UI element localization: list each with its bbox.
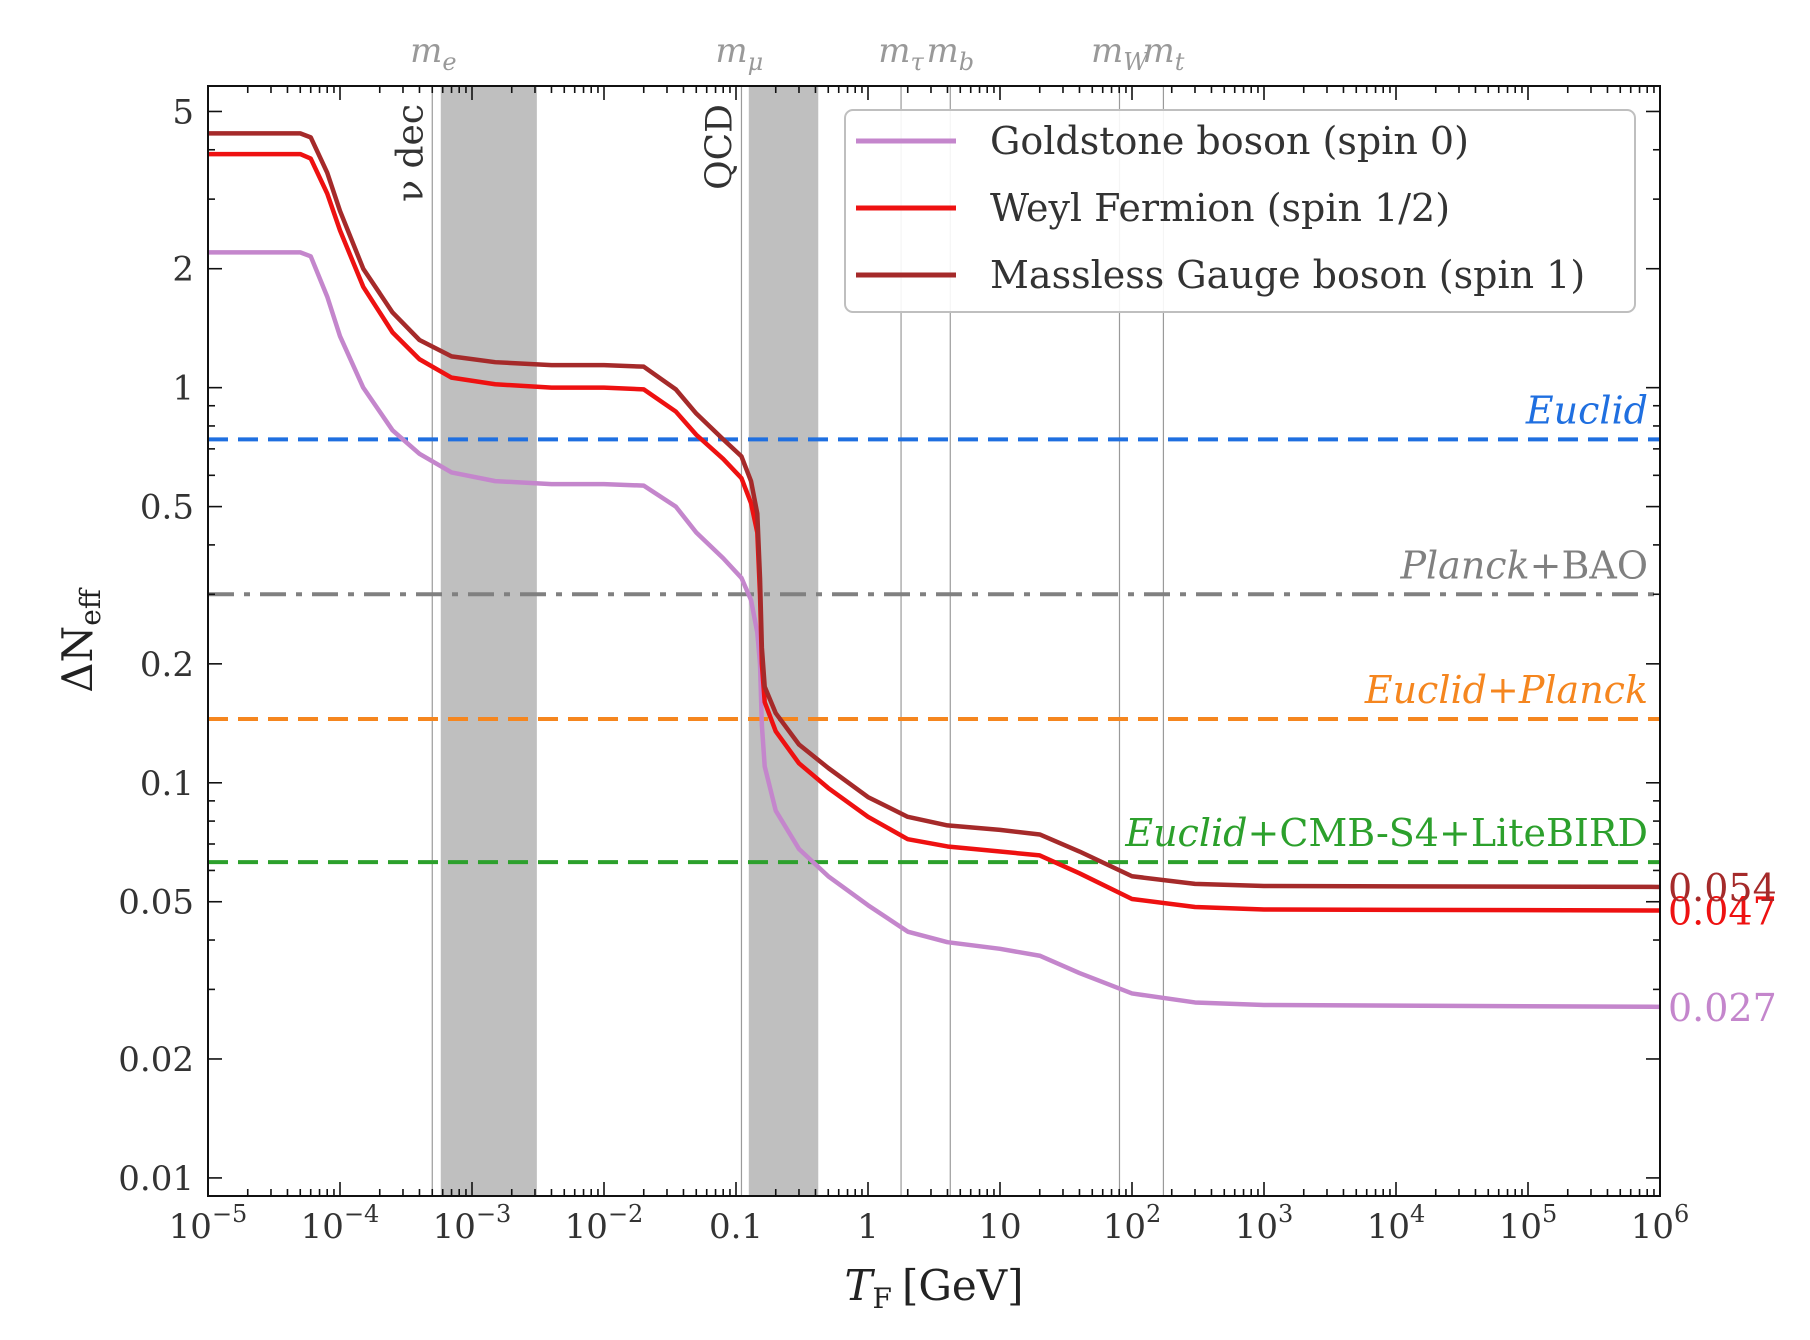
x-tick-label: 10−3 xyxy=(433,1200,512,1247)
series-line-weyl-fermion-spin-1-2 xyxy=(208,151,1660,913)
series-line-massless-gauge-boson-spin-1 xyxy=(208,131,1660,890)
end-label-massless-gauge-boson-spin-1: 0.054 xyxy=(1668,866,1777,910)
x-tick-labels: 10−5 10−4 10−3 10−2 0.1 1 10 102 103 104 105 106 xyxy=(169,1200,1690,1247)
series-line-goldstone-boson-spin-0 xyxy=(208,250,1660,1010)
x-tick-label: 10−4 xyxy=(301,1200,380,1247)
x-tick-label: 106 xyxy=(1631,1200,1690,1247)
plot-frame xyxy=(207,85,1661,1197)
hline-label-euclid: Euclid xyxy=(1525,388,1648,432)
band-label-nu-dec: ν dec xyxy=(390,104,431,202)
hline-label-euclid-cmb-s4-litebird: Euclid+CMB-S4+LiteBIRD xyxy=(1124,811,1648,855)
y-tick-label: 2 xyxy=(172,250,194,290)
band-nu-dec xyxy=(440,86,537,1196)
y-tick-label: 0.2 xyxy=(140,645,194,685)
x-tick-label: 10−2 xyxy=(565,1200,644,1247)
y-tick-label: 1 xyxy=(172,369,194,409)
y-tick-label: 0.5 xyxy=(140,488,194,528)
end-label-weyl-fermion-spin-1-2: 0.047 xyxy=(1668,890,1777,934)
mass-label-m-tau: mτ xyxy=(878,31,924,76)
y-tick-label: 0.01 xyxy=(118,1159,194,1199)
y-tick-labels: 0.01 0.02 0.05 0.1 0.2 0.5 1 2 5 xyxy=(118,92,194,1198)
legend-label-weyl: Weyl Fermion (spin 1/2) xyxy=(990,186,1450,230)
x-tick-label: 105 xyxy=(1499,1200,1558,1247)
y-tick-label: 5 xyxy=(172,92,194,132)
hline-label-planck-bao: Planck+BAO xyxy=(1399,543,1648,587)
mass-label-m-t: mt xyxy=(1142,31,1184,76)
shaded-bands xyxy=(440,86,819,1196)
x-tick-label: 103 xyxy=(1235,1200,1294,1247)
mass-label-m-b: mb xyxy=(926,31,974,76)
y-tick-label: 0.05 xyxy=(118,883,194,923)
legend-label-gauge: Massless Gauge boson (spin 1) xyxy=(990,253,1585,297)
mass-label-m-W: mW xyxy=(1091,31,1150,76)
x-tick-label: 0.1 xyxy=(709,1207,763,1247)
mass-label-m-mu: mμ xyxy=(715,31,763,76)
end-label-goldstone-boson-spin-0: 0.027 xyxy=(1668,986,1777,1030)
x-tick-label: 10 xyxy=(978,1207,1021,1247)
x-axis-title: TF [GeV] xyxy=(845,1261,1024,1315)
legend: Goldstone boson (spin 0) Weyl Fermion (s… xyxy=(844,109,1636,313)
x-tick-label: 104 xyxy=(1367,1200,1426,1247)
band-label-qcd: QCD xyxy=(699,104,740,190)
mass-label-m-e: me xyxy=(410,31,456,76)
y-tick-label: 0.1 xyxy=(140,764,194,804)
y-tick-label: 0.02 xyxy=(118,1040,194,1080)
x-tick-label: 102 xyxy=(1103,1200,1162,1247)
x-tick-label: 10−5 xyxy=(169,1200,248,1247)
legend-label-goldstone: Goldstone boson (spin 0) xyxy=(990,119,1469,163)
data-series xyxy=(208,131,1660,1010)
sensitivity-lines xyxy=(208,437,1660,865)
x-tick-label: 1 xyxy=(857,1207,879,1247)
y-axis-title: ΔNeff xyxy=(53,587,107,693)
hline-label-euclid-planck: Euclid+Planck xyxy=(1364,668,1648,712)
sensitivity-labels: Euclid Planck+BAO Euclid+Planck Euclid+CMB-… xyxy=(1124,388,1648,855)
legend-box xyxy=(844,109,1636,313)
band-labels: ν dec QCD xyxy=(390,104,740,202)
